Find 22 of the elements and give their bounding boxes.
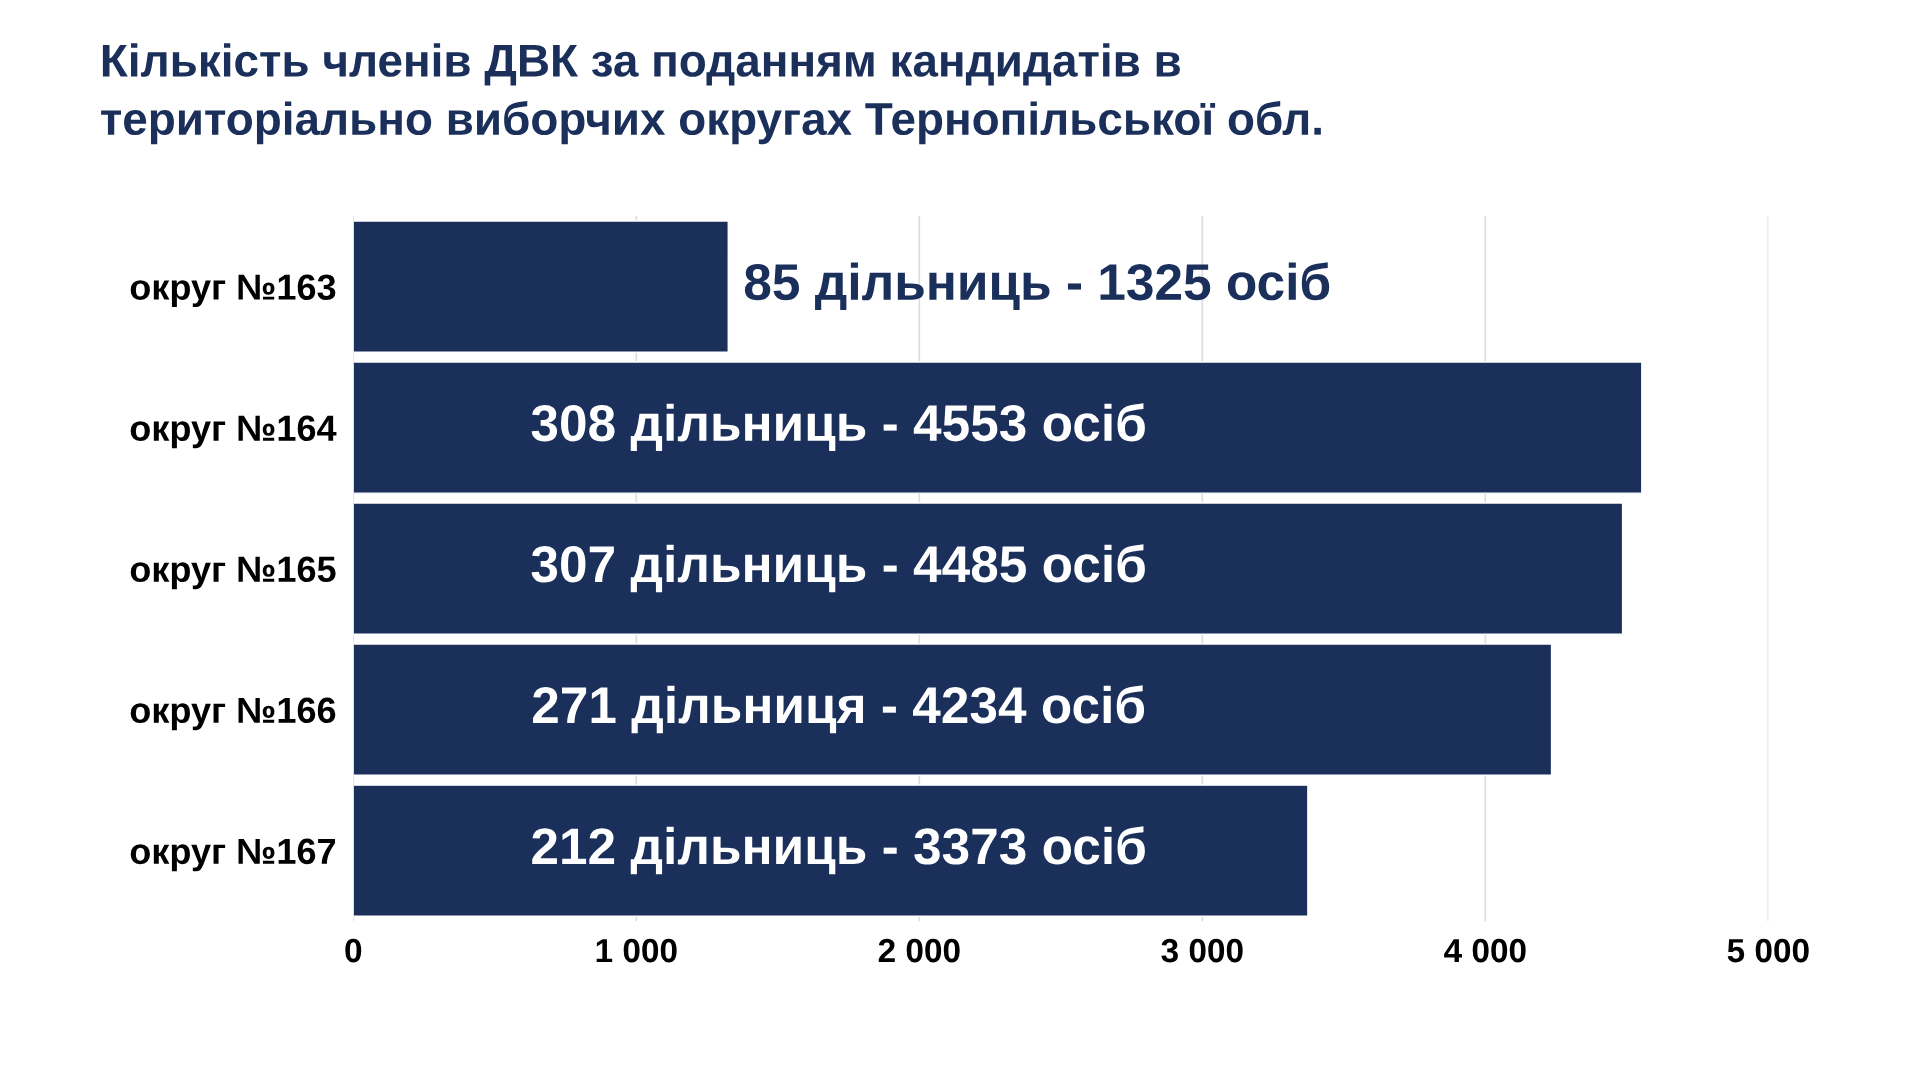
y-tick-label: округ №165 [130,556,336,590]
annotation: 212 дільниць - 3373 осіб [532,826,1145,875]
bar [353,784,1309,917]
y-tick-label: округ №167 [130,838,336,872]
y-tick-label: округ №163 [130,274,336,308]
annotation: 271 дільниця - 4234 осіб [532,685,1145,734]
bar [353,502,1624,635]
x-tick-label: 1 000 [596,938,677,963]
chart-title: Кількість членів ДВК за поданням кандидатів в територіально виборчих округах Тернопільської обл. [101,43,1321,145]
y-tick-label: округ №164 [130,415,337,449]
annotation: 307 дільниць - 4485 осіб [531,544,1145,593]
bar [353,220,729,353]
bar [353,361,1643,494]
x-tick-label: 0 [345,938,362,963]
x-tick-label: 3 000 [1161,938,1243,963]
bar [353,643,1553,776]
x-tick-label: 5 000 [1727,938,1809,963]
y-tick-label: округ №166 [130,697,336,731]
x-tick-label: 4 000 [1444,938,1526,963]
annotation: 85 дільниць - 1325 осіб [744,262,1330,311]
x-tick-label: 2 000 [878,938,960,963]
annotation: 308 дільниць - 4553 осіб [531,403,1145,452]
